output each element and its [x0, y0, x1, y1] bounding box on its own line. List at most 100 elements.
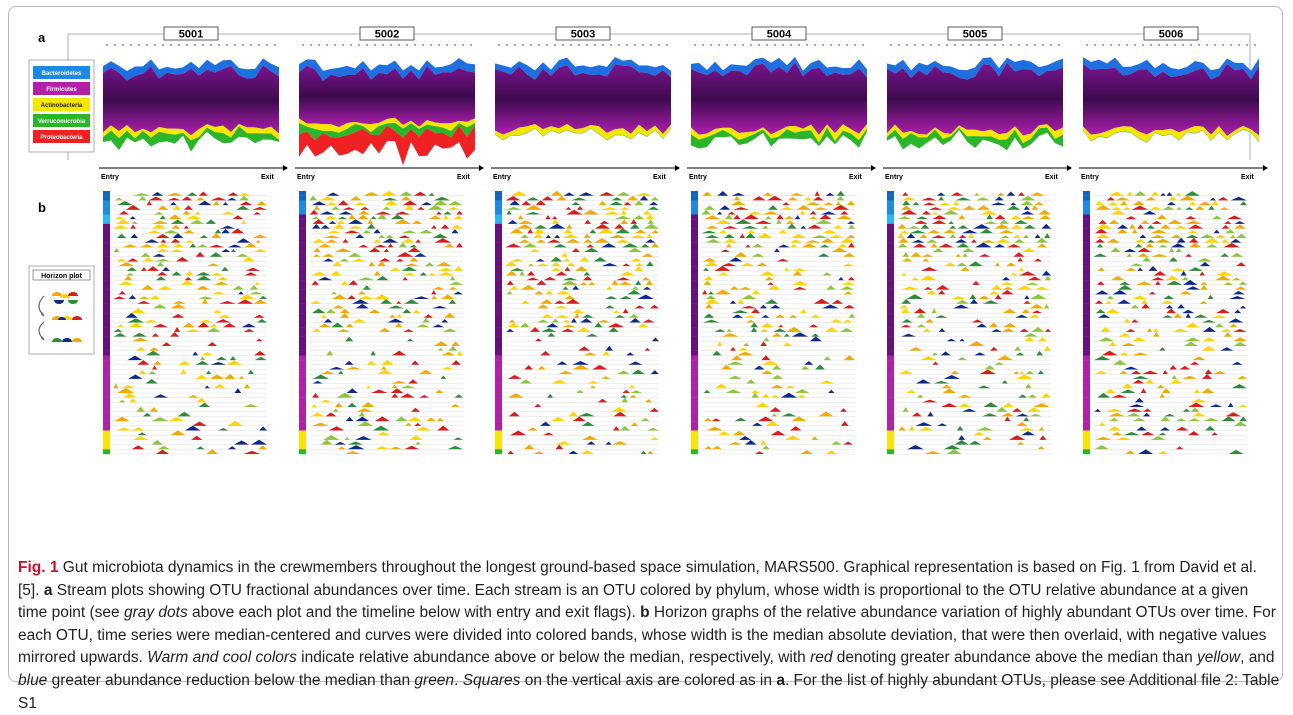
phylum-square	[495, 256, 502, 262]
horizon-band	[1123, 366, 1139, 370]
horizon-band	[428, 215, 442, 220]
horizon-band	[1020, 211, 1035, 215]
horizon-band	[178, 361, 191, 365]
horizon-band	[1188, 402, 1205, 408]
horizon-band	[1006, 205, 1021, 210]
horizon-band	[1172, 328, 1189, 332]
horizon-band	[740, 262, 755, 267]
horizon-band	[961, 408, 977, 412]
sampling-dot	[1149, 43, 1153, 47]
horizon-band	[555, 441, 572, 445]
horizon-band	[415, 426, 432, 431]
horizon-band	[155, 276, 167, 281]
horizon-band	[825, 192, 835, 196]
horizon-band	[1201, 374, 1213, 379]
phylum-square	[887, 228, 894, 234]
horizon-band	[443, 211, 452, 215]
horizon-band	[645, 280, 653, 285]
horizon-band	[330, 270, 342, 276]
horizon-band	[505, 206, 522, 210]
horizon-band	[1145, 379, 1155, 384]
phylum-square	[691, 392, 698, 398]
horizon-band	[361, 402, 375, 408]
horizon-band	[337, 216, 348, 220]
horizon-band	[927, 411, 934, 417]
horizon-band	[342, 207, 356, 210]
phylum-square	[495, 388, 502, 394]
horizon-band	[389, 314, 396, 318]
horizon-band	[634, 263, 644, 267]
horizon-band	[898, 426, 906, 431]
horizon-band	[645, 399, 653, 403]
horizon-band	[968, 440, 982, 445]
horizon-band	[1175, 426, 1189, 431]
horizon-band	[765, 421, 780, 426]
horizon-band	[706, 426, 724, 431]
horizon-band	[1041, 223, 1051, 229]
horizon-band	[922, 258, 930, 262]
horizon-band	[946, 206, 962, 210]
horizon-band	[172, 233, 184, 238]
horizon-band	[236, 205, 250, 210]
horizon-band	[647, 450, 654, 454]
horizon-band	[400, 393, 415, 398]
horizon-band	[1001, 328, 1015, 332]
horizon-band	[1166, 201, 1176, 206]
horizon-band	[1002, 286, 1014, 290]
horizon-band	[771, 394, 779, 398]
phylum-square	[887, 247, 894, 253]
horizon-band	[443, 214, 449, 220]
horizon-band	[152, 253, 166, 257]
horizon-band	[1146, 224, 1155, 229]
sampling-dot	[1141, 43, 1145, 47]
horizon-band	[207, 263, 220, 267]
horizon-band	[938, 196, 944, 201]
horizon-band	[1014, 346, 1021, 351]
horizon-band	[1166, 308, 1177, 314]
horizon-band	[1107, 295, 1114, 300]
horizon-band	[142, 412, 152, 417]
caption-fig-label: Fig. 1	[18, 559, 59, 576]
horizon-band	[506, 291, 514, 295]
horizon-band	[1235, 286, 1247, 290]
horizon-band	[765, 276, 774, 281]
horizon-band	[339, 308, 351, 314]
horizon-band	[730, 346, 736, 351]
horizon-band	[606, 286, 613, 290]
phylum-square	[691, 327, 698, 333]
phylum-square	[691, 223, 698, 229]
horizon-band	[252, 234, 267, 238]
horizon-band	[211, 272, 223, 276]
horizon-band	[198, 402, 211, 408]
horizon-band	[1096, 281, 1105, 285]
horizon-band	[587, 380, 599, 384]
phylum-square	[299, 331, 306, 337]
horizon-band	[411, 220, 423, 224]
horizon-band	[507, 450, 514, 454]
horizon-band	[941, 384, 952, 389]
horizon-band	[348, 219, 364, 224]
horizon-band	[643, 210, 651, 215]
horizon-band	[804, 360, 814, 365]
horizon-band	[1111, 431, 1123, 436]
phylum-square	[299, 374, 306, 380]
horizon-band	[563, 192, 575, 196]
horizon-band	[1160, 416, 1171, 422]
phylum-square	[887, 322, 894, 328]
horizon-band	[1119, 352, 1129, 356]
horizon-band	[1023, 224, 1036, 229]
phylum-square	[691, 435, 698, 441]
horizon-band	[450, 403, 460, 408]
horizon-band	[843, 355, 855, 361]
horizon-band	[550, 267, 562, 271]
horizon-band	[757, 416, 774, 422]
horizon-band	[402, 308, 412, 314]
horizon-band	[148, 196, 164, 201]
stream-bacteroidetes	[1083, 57, 1259, 80]
legend-swatch-actinobacteria	[33, 98, 90, 111]
horizon-band	[1212, 370, 1227, 375]
horizon-band	[379, 258, 391, 262]
horizon-band	[399, 191, 413, 196]
horizon-band	[256, 201, 267, 206]
